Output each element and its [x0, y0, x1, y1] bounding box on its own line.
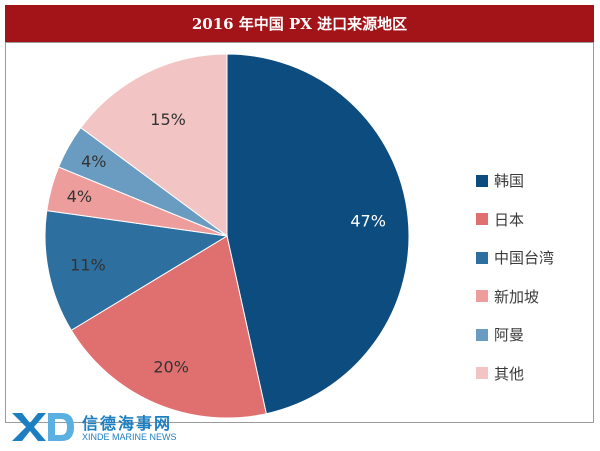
chart-area: 47% 20% 11% 4% 4% 15% 韩国日本中国台湾新加坡阿曼其他	[5, 42, 594, 423]
slice-label-1: 47%	[350, 212, 386, 231]
slice-label-5: 4%	[81, 152, 106, 171]
legend-item-5: 阿曼	[476, 325, 554, 344]
pie-slice-1	[226, 53, 410, 415]
slice-label-4: 4%	[67, 187, 92, 206]
legend-swatch	[476, 174, 488, 187]
pie-slice-2	[70, 235, 267, 419]
pie-slice-6	[80, 53, 228, 237]
xinde-logo-icon	[12, 413, 74, 441]
legend: 韩国日本中国台湾新加坡阿曼其他	[476, 171, 554, 402]
pie-slice-3	[44, 210, 229, 331]
legend-swatch	[476, 213, 488, 225]
watermark-en-text: XINDE MARINE NEWS	[82, 432, 177, 442]
legend-item-3: 中国台湾	[476, 248, 554, 267]
legend-label: 其他	[494, 364, 525, 383]
slice-label-3: 11%	[70, 256, 106, 275]
legend-label: 日本	[494, 210, 525, 229]
chart-title: 2016 年中国 PX 进口来源地区	[5, 5, 594, 42]
legend-item-2: 日本	[476, 210, 554, 229]
legend-label: 新加坡	[494, 287, 540, 306]
legend-swatch	[476, 367, 488, 379]
watermark: 信德海事网 XINDE MARINE NEWS	[10, 407, 180, 447]
legend-item-1: 韩国	[476, 171, 554, 190]
slice-label-2: 20%	[153, 358, 189, 377]
legend-item-4: 新加坡	[476, 287, 554, 306]
legend-swatch	[476, 290, 488, 302]
legend-label: 中国台湾	[494, 249, 555, 267]
legend-swatch	[476, 328, 488, 341]
legend-label: 韩国	[494, 172, 525, 190]
legend-label: 阿曼	[494, 326, 525, 344]
pie-chart: 47% 20% 11% 4% 4% 15%	[44, 53, 410, 419]
legend-swatch	[476, 251, 488, 264]
legend-item-6: 其他	[476, 364, 554, 383]
watermark-cn-text: 信德海事网	[82, 414, 173, 433]
slice-label-6: 15%	[150, 110, 186, 129]
